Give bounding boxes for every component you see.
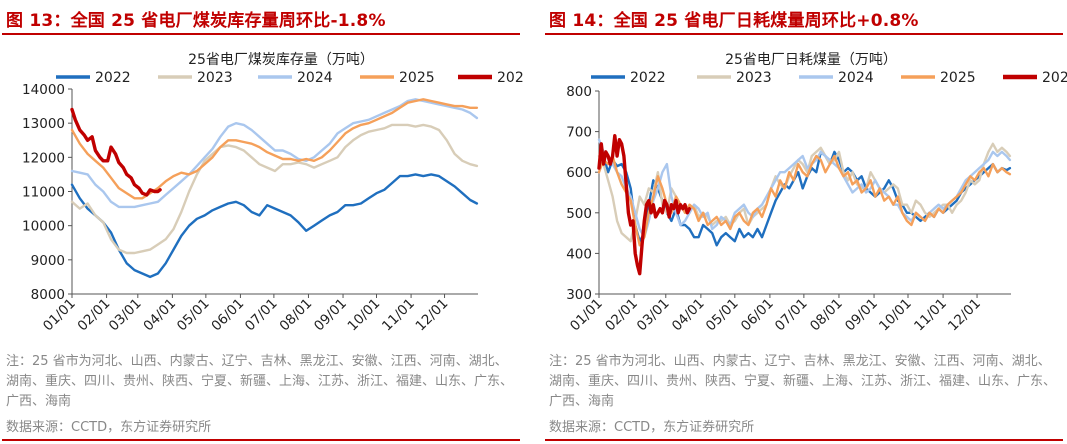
x-tick-label: 09/01 — [311, 296, 350, 335]
legend-label: 2025 — [399, 70, 435, 86]
x-tick-label: 07/01 — [772, 296, 811, 335]
x-tick-label: 02/01 — [75, 296, 114, 335]
figure-title: 图 13：全国 25 省电厂煤炭库存量周环比-1.8% — [6, 11, 386, 31]
legend-item-2024: 2024 — [799, 70, 874, 86]
title-divider — [545, 33, 1063, 35]
x-tick-label: 06/01 — [738, 296, 777, 335]
x-tick-label: 12/01 — [413, 296, 452, 335]
y-tick-label: 13000 — [22, 116, 65, 132]
x-tick-label: 11/01 — [379, 296, 418, 335]
x-tick-label: 02/01 — [602, 296, 641, 335]
bottom-divider — [2, 439, 520, 441]
y-tick-label: 500 — [566, 206, 592, 222]
x-tick-label: 06/01 — [208, 296, 247, 335]
x-tick-label: 09/01 — [842, 296, 881, 335]
y-tick-label: 400 — [566, 246, 592, 262]
x-tick-label: 08/01 — [276, 296, 315, 335]
chart-title: 25省电厂煤炭库存量（万吨） — [188, 52, 374, 68]
y-tick-label: 11000 — [22, 185, 65, 201]
legend-label: 2026 — [497, 70, 524, 86]
x-tick-label: 10/01 — [345, 296, 384, 335]
x-tick-label: 12/01 — [945, 296, 984, 335]
figure-note: 注：25 省市为河北、山西、内蒙古、辽宁、吉林、黑龙江、安徽、江西、河南、湖北、… — [6, 354, 514, 409]
legend-label: 2024 — [297, 70, 333, 86]
x-tick-label: 04/01 — [669, 296, 708, 335]
legend-item-2024: 2024 — [258, 70, 333, 86]
legend-label: 2025 — [940, 70, 976, 86]
legend-label: 2024 — [838, 70, 874, 86]
figure-13-panel: 图 13：全国 25 省电厂煤炭库存量周环比-1.8% 25省电厂煤炭库存量（万… — [0, 0, 524, 444]
legend-label: 2023 — [736, 70, 772, 86]
legend-item-2025: 2025 — [901, 70, 976, 86]
figure-source: 数据来源：CCTD，东方证券研究所 — [549, 420, 755, 435]
y-tick-label: 12000 — [22, 150, 65, 166]
x-tick-label: 05/01 — [703, 296, 742, 335]
daily-coal-consumption-chart: 25省电厂日耗煤量（万吨） 2022 2023 2024 2025 2026 300 400 5… — [566, 52, 1067, 335]
y-tick-label: 9000 — [31, 253, 65, 269]
bottom-divider — [545, 439, 1063, 441]
series-line-2022 — [70, 173, 479, 279]
series-line-2026 — [597, 134, 692, 276]
y-tick-label: 10000 — [22, 219, 65, 235]
legend-label: 2023 — [197, 70, 233, 86]
legend-item-2022: 2022 — [56, 70, 131, 86]
legend-item-2026: 2026 — [1003, 70, 1067, 86]
coal-inventory-chart: 25省电厂煤炭库存量（万吨） 2022 2023 2024 2025 2026 8000 90… — [22, 52, 524, 335]
y-tick-label: 700 — [566, 125, 592, 141]
series-line-2023 — [70, 123, 479, 255]
figure-note: 注：25 省市为河北、山西、内蒙古、辽宁、吉林、黑龙江、安徽、江西、河南、湖北、… — [549, 354, 1057, 409]
y-tick-label: 800 — [566, 84, 592, 100]
legend-item-2023: 2023 — [697, 70, 772, 86]
legend-item-2023: 2023 — [158, 70, 233, 86]
y-tick-label: 600 — [566, 165, 592, 181]
y-tick-label: 8000 — [31, 287, 65, 303]
figure-source: 数据来源：CCTD，东方证券研究所 — [6, 420, 212, 435]
legend-item-2022: 2022 — [591, 70, 666, 86]
y-tick-label: 14000 — [22, 82, 65, 98]
series-line-2024 — [597, 138, 1012, 239]
x-tick-label: 10/01 — [876, 296, 915, 335]
x-tick-label: 11/01 — [911, 296, 950, 335]
legend-label: 2026 — [1042, 70, 1067, 86]
x-tick-label: 08/01 — [807, 296, 846, 335]
series-line-2024 — [70, 98, 479, 209]
y-tick-label: 300 — [566, 287, 592, 303]
figure-14-panel: 图 14：全国 25 省电厂日耗煤量周环比+0.8% 25省电厂日耗煤量（万吨）… — [543, 0, 1067, 444]
legend-label: 2022 — [95, 70, 131, 86]
x-tick-label: 03/01 — [634, 296, 673, 335]
title-divider — [2, 33, 520, 35]
series-line-2026 — [70, 107, 162, 197]
x-tick-label: 05/01 — [174, 296, 213, 335]
figure-title: 图 14：全国 25 省电厂日耗煤量周环比+0.8% — [549, 11, 919, 31]
x-tick-label: 04/01 — [140, 296, 179, 335]
x-tick-label: 03/01 — [106, 296, 145, 335]
legend-item-2026: 2026 — [458, 70, 524, 86]
legend-label: 2022 — [630, 70, 666, 86]
legend-item-2025: 2025 — [360, 70, 435, 86]
x-tick-label: 07/01 — [242, 296, 281, 335]
series-line-2025 — [70, 98, 479, 200]
chart-title: 25省电厂日耗煤量（万吨） — [725, 52, 897, 68]
